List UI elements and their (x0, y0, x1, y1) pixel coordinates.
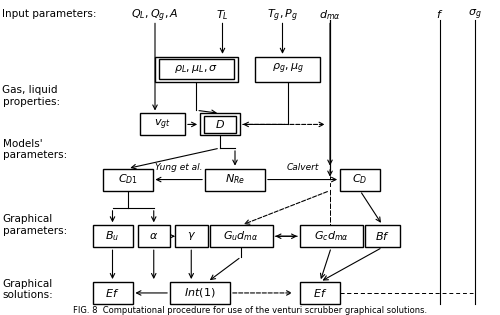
Text: $N_{Re}$: $N_{Re}$ (225, 173, 245, 186)
Bar (159, 59, 234, 79)
Text: $Int(1)$: $Int(1)$ (184, 286, 216, 300)
Text: Input parameters:: Input parameters: (2, 9, 97, 20)
Text: Gas, liquid
properties:: Gas, liquid properties: (2, 85, 59, 107)
Text: $T_g, P_g$: $T_g, P_g$ (267, 8, 298, 24)
Text: Calvert: Calvert (286, 163, 318, 172)
Bar (340, 169, 380, 191)
Bar (205, 169, 265, 191)
Bar (175, 225, 208, 247)
Text: $v_{gt}$: $v_{gt}$ (154, 117, 171, 132)
Text: $G_c d_{m\alpha}$: $G_c d_{m\alpha}$ (314, 229, 348, 243)
Bar (155, 57, 238, 82)
Text: FIG. 8  Computational procedure for use of the venturi scrubber graphical soluti: FIG. 8 Computational procedure for use o… (73, 306, 427, 315)
Bar (300, 282, 340, 304)
Text: $\gamma$: $\gamma$ (186, 230, 196, 242)
Bar (300, 225, 362, 247)
Text: Models'
parameters:: Models' parameters: (2, 139, 67, 160)
Text: $\sigma_g$: $\sigma_g$ (468, 8, 482, 22)
Text: $Ef$: $Ef$ (106, 287, 120, 299)
Bar (210, 225, 272, 247)
Text: $\rho_L, \mu_L, \sigma$: $\rho_L, \mu_L, \sigma$ (174, 63, 218, 75)
Text: $f$: $f$ (436, 8, 444, 20)
Bar (200, 113, 240, 135)
Text: $T_L$: $T_L$ (216, 8, 229, 22)
Bar (92, 225, 132, 247)
Bar (170, 282, 230, 304)
Bar (255, 57, 320, 82)
Bar (102, 169, 152, 191)
Text: $\rho_g, \mu_g$: $\rho_g, \mu_g$ (272, 62, 304, 77)
Bar (138, 225, 170, 247)
Text: $Bf$: $Bf$ (375, 230, 390, 242)
Text: $d_{m\alpha}$: $d_{m\alpha}$ (319, 8, 341, 22)
Bar (365, 225, 400, 247)
Bar (204, 116, 236, 133)
Text: $C_D$: $C_D$ (352, 173, 368, 186)
Text: $Q_L, Q_g, A$: $Q_L, Q_g, A$ (131, 8, 179, 24)
Text: $B_u$: $B_u$ (106, 229, 120, 243)
Text: $\alpha$: $\alpha$ (149, 231, 158, 241)
Text: $C_{D1}$: $C_{D1}$ (118, 173, 138, 186)
Text: $Ef$: $Ef$ (313, 287, 327, 299)
Text: Graphical
parameters:: Graphical parameters: (2, 214, 67, 236)
Bar (92, 282, 132, 304)
Text: $D$: $D$ (215, 118, 225, 130)
Text: Graphical
solutions:: Graphical solutions: (2, 279, 53, 301)
Bar (140, 113, 185, 135)
Text: $G_u d_{m\alpha}$: $G_u d_{m\alpha}$ (224, 229, 259, 243)
Text: Yung et al.: Yung et al. (155, 163, 202, 172)
